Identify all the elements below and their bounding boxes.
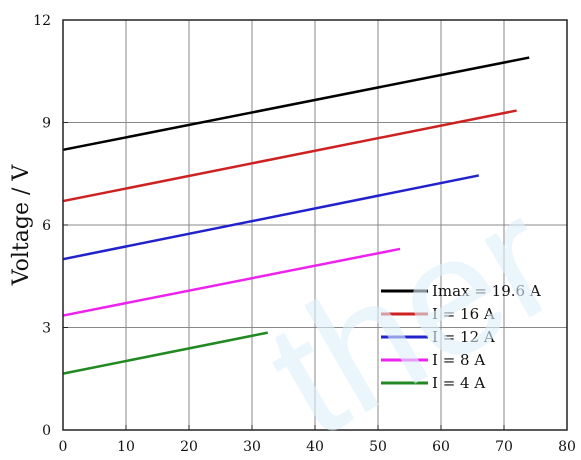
series-lines [62,56,530,375]
legend-label-3: I = 8 A [432,351,485,369]
legend-label-1: I = 16 A [432,305,495,323]
y-tick-label: 12 [33,13,51,29]
x-tick-labels: 0 10 20 30 40 50 60 70 80 [59,425,576,455]
series-line-1 [62,109,517,203]
series-line-2 [62,174,480,261]
x-tick-label: 30 [243,439,261,455]
y-tick-label: 0 [42,423,51,439]
y-tick-labels: 0 3 6 9 12 [33,13,68,439]
series-line-3 [62,247,401,317]
series-line-4 [62,331,268,375]
y-tick-label: 3 [42,321,51,337]
x-tick-label: 0 [59,439,68,455]
series-line-0 [62,56,530,152]
legend-label-4: I = 4 A [432,374,485,392]
y-tick-label: 9 [42,116,51,132]
watermark-text: ther [238,163,581,460]
y-tick-label: 6 [42,218,51,234]
x-tick-label: 60 [432,439,450,455]
grid [63,20,567,430]
x-tick-label: 80 [558,439,576,455]
legend: Imax = 19.6 A I = 16 A I = 12 A I = 8 A I = … [381,282,541,392]
x-tick-label: 10 [117,439,135,455]
x-tick-label: 50 [369,439,387,455]
x-tick-label: 20 [180,439,198,455]
x-tick-label: 70 [495,439,513,455]
legend-label-0: Imax = 19.6 A [432,282,541,300]
y-axis-label: Voltage / V [9,164,34,287]
legend-label-2: I = 12 A [432,328,495,346]
x-tick-label: 40 [306,439,324,455]
